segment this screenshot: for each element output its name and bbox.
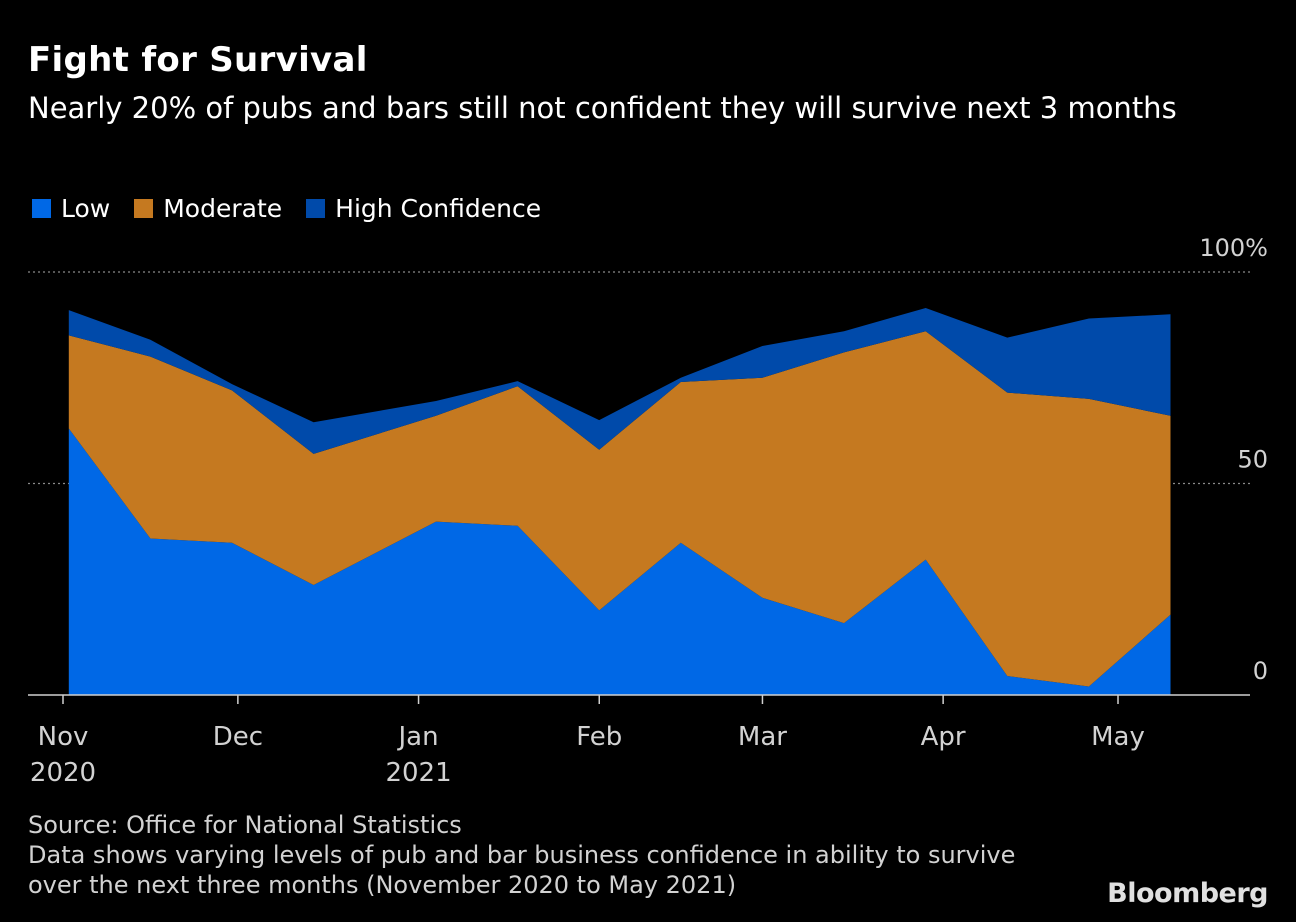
x-tick-year-2020: 2020 <box>30 758 96 788</box>
legend-item-high-confidence: High Confidence <box>306 194 541 223</box>
x-tick-label-nov: Nov <box>38 722 89 752</box>
source-note: Source: Office for National Statistics <box>28 811 462 839</box>
legend-label-high-confidence: High Confidence <box>335 194 542 223</box>
x-tick-label-dec: Dec <box>213 722 263 752</box>
y-tick-label-0: 0 <box>1253 657 1268 685</box>
x-tick-label-feb: Feb <box>576 722 622 752</box>
bloomberg-logo: Bloomberg <box>1107 878 1268 909</box>
y-tick-label-50: 50 <box>1237 446 1268 474</box>
y-axis: 0 50 100% <box>1199 234 1268 685</box>
legend: Low Moderate High Confidence <box>32 194 565 223</box>
data-note-line-2: over the next three months (November 202… <box>28 871 737 899</box>
x-tick-label-jan: Jan <box>397 722 439 752</box>
legend-swatch-moderate <box>134 199 154 218</box>
area-series <box>68 308 1171 695</box>
stacked-area-chart: 0 50 100% Nov 2020 Dec Jan 2021 Feb Mar Apr May <box>28 234 1268 788</box>
area-moderate <box>68 331 1171 687</box>
legend-swatch-low <box>32 199 51 218</box>
legend-label-moderate: Moderate <box>163 194 283 223</box>
x-tick-year-2021: 2021 <box>385 758 451 788</box>
legend-item-low: Low <box>32 194 110 223</box>
legend-swatch-high-confidence <box>306 199 326 218</box>
chart-subtitle: Nearly 20% of pubs and bars still not co… <box>28 91 1177 125</box>
x-tick-label-mar: Mar <box>738 722 787 752</box>
x-axis: Nov 2020 Dec Jan 2021 Feb Mar Apr May <box>28 694 1250 788</box>
x-tick-label-may: May <box>1091 722 1145 752</box>
data-note-line-1: Data shows varying levels of pub and bar… <box>28 841 1016 869</box>
legend-item-moderate: Moderate <box>134 194 282 223</box>
area-low <box>68 428 1171 695</box>
footer: Source: Office for National Statistics D… <box>28 810 1015 900</box>
x-tick-label-apr: Apr <box>921 722 966 752</box>
chart-title: Fight for Survival <box>28 40 368 80</box>
legend-label-low: Low <box>61 194 111 223</box>
area-high-confidence <box>68 308 1171 454</box>
y-tick-label-100: 100% <box>1199 234 1268 262</box>
